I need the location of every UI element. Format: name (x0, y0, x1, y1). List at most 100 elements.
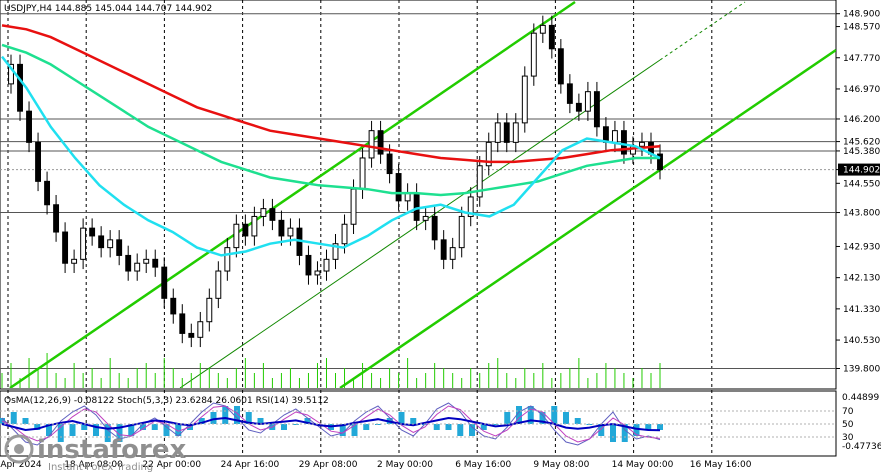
candle-body (71, 258, 78, 264)
candle-body (107, 239, 114, 249)
osma-bar (539, 412, 546, 424)
candle-body (431, 215, 438, 241)
candle-body (35, 141, 42, 182)
candle-body (26, 110, 32, 143)
instaforex-logo: instaforex Instant Forex Trading (4, 434, 187, 473)
osma-bar (93, 424, 99, 436)
candle-body (584, 91, 591, 112)
candle-body (657, 153, 663, 171)
candle-body (125, 254, 132, 272)
osma-bar (140, 424, 146, 430)
candle-body (143, 258, 150, 264)
candle-body (170, 297, 177, 315)
osma-bar (375, 424, 381, 425)
candle-body (44, 180, 51, 206)
channel-mid-line (179, 59, 661, 388)
osma-bar (57, 424, 64, 442)
candle-body (260, 208, 267, 217)
osma-bar (69, 424, 76, 436)
price-tick-label: 147.770 (843, 54, 880, 64)
candle-body (467, 196, 474, 217)
candle-body (224, 247, 231, 272)
time-tick-label: 9 May 08:00 (533, 460, 589, 470)
osma-bar (81, 424, 88, 430)
candle-body (53, 204, 60, 233)
candle-body (639, 141, 645, 147)
candle-body (350, 188, 357, 225)
osma-bar (527, 406, 534, 424)
osma-bar (46, 424, 52, 436)
time-tick-label: 29 Apr 08:00 (299, 460, 358, 470)
candle-body (620, 130, 627, 155)
price-tick-label: 139.800 (843, 365, 880, 375)
osma-bar (281, 424, 287, 430)
candle-body (395, 173, 402, 202)
time-tick-label: 18 Apr 08:00 (64, 460, 123, 470)
price-tick-label: 145.380 (843, 147, 880, 157)
osma-bar (457, 424, 464, 436)
ma-green-line (1, 43, 660, 197)
osma-bar (516, 406, 522, 424)
price-tick-label: 146.970 (843, 85, 880, 95)
price-tick-label: 140.530 (843, 336, 880, 346)
candle-body (98, 235, 105, 249)
osma-bar (10, 412, 17, 424)
osc-level-label: -0.47736 (842, 442, 881, 452)
price-tick-label: 145.620 (843, 138, 880, 148)
candle-body (179, 313, 186, 334)
time-tick-label: 24 Apr 16:00 (221, 460, 280, 470)
watermark-text: instaforex (37, 435, 187, 465)
candle-body (377, 130, 384, 155)
price-tick-label: 148.900 (843, 10, 880, 20)
candle-body (134, 262, 141, 272)
candle-body (269, 208, 276, 221)
candle-body (521, 75, 528, 124)
osma-bar (339, 424, 346, 436)
osma-bar (104, 424, 111, 442)
candle-body (332, 243, 339, 260)
candle-body (359, 157, 366, 190)
price-tick-label: 141.330 (843, 305, 880, 315)
osma-bar (480, 424, 487, 430)
channel-lower-line (339, 48, 836, 388)
candle-body (8, 63, 14, 85)
indicator-header: OsMA(12,26,9) -0.08122 Stoch(5,3,3) 23.6… (4, 396, 329, 406)
stoch-main-line (1, 402, 661, 446)
candle-body (476, 165, 483, 198)
candle-body (566, 83, 573, 104)
osma-bar (574, 418, 581, 424)
candle-body (323, 258, 330, 272)
candle-body (557, 48, 564, 85)
candle-body (188, 332, 195, 338)
candle-body (62, 231, 69, 264)
candle-body (89, 227, 96, 237)
osma-bar (433, 424, 440, 430)
price-tick-label: 146.200 (843, 115, 880, 125)
osma-bar (198, 418, 205, 424)
price-tick-label: 144.550 (843, 179, 880, 189)
osma-bar (469, 424, 475, 436)
candle-body (233, 223, 240, 249)
candle-body (413, 192, 420, 221)
price-tick-label: 148.570 (843, 23, 880, 33)
candle-body (440, 239, 447, 260)
candle-body (593, 91, 600, 128)
candle-body (539, 24, 546, 34)
osma-bar (163, 424, 170, 436)
time-tick-label: 6 May 16:00 (455, 460, 511, 470)
osma-bar (257, 418, 264, 424)
osma-bar (410, 418, 417, 424)
candle-body (305, 254, 312, 276)
time-tick-label: 16 May 16:00 (690, 460, 752, 470)
candle-body (575, 102, 582, 112)
candle-body (242, 223, 249, 237)
osma-bar (128, 424, 135, 436)
channel-upper-line (9, 0, 576, 388)
time-tick-label: 17 Apr 2024 (0, 460, 42, 470)
osma-bar (151, 424, 158, 430)
candle-body (17, 63, 23, 112)
osma-bar (563, 412, 569, 424)
candle-body (494, 122, 501, 143)
time-tick-label: 22 Apr 00:00 (142, 460, 201, 470)
